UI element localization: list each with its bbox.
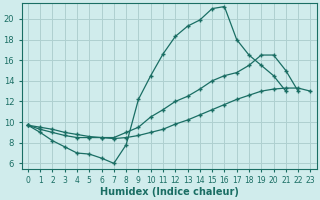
X-axis label: Humidex (Indice chaleur): Humidex (Indice chaleur) (100, 187, 239, 197)
